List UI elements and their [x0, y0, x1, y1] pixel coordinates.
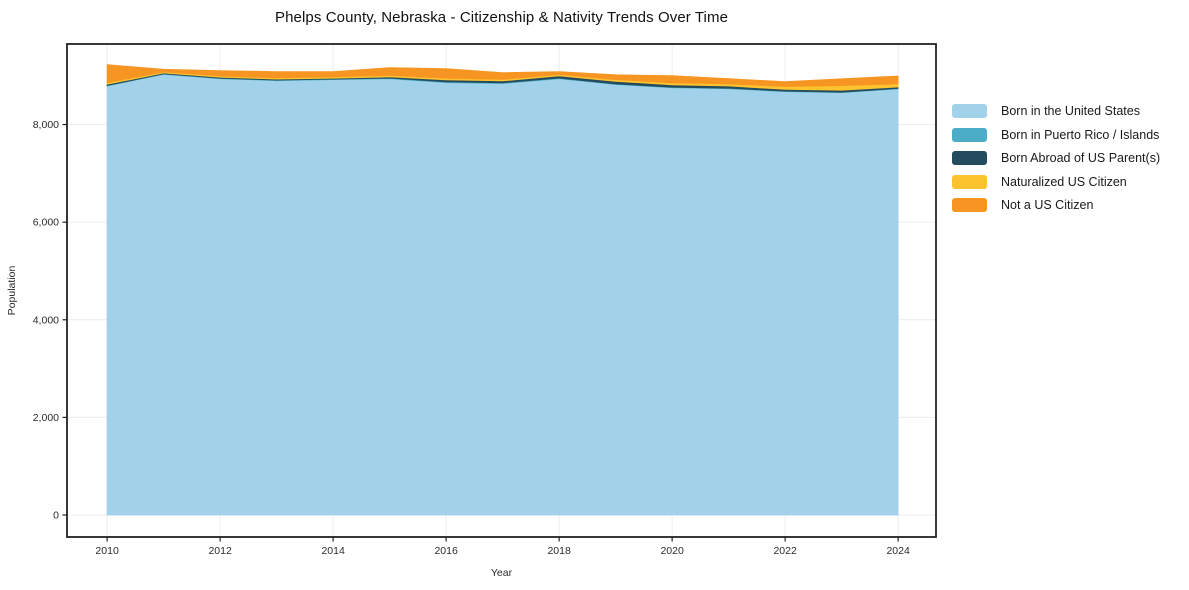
legend-item-4: Not a US Citizen — [952, 198, 1160, 212]
x-tick-label: 2024 — [886, 545, 910, 557]
x-axis-title: Year — [491, 567, 513, 579]
plot-border — [66, 43, 937, 538]
y-tick-label: 8,000 — [33, 119, 59, 131]
x-tick-label: 2022 — [773, 545, 797, 557]
legend-swatch-icon — [952, 104, 987, 118]
x-tick-label: 2018 — [547, 545, 571, 557]
x-tick-label: 2020 — [660, 545, 684, 557]
x-tick-label: 2012 — [208, 545, 232, 557]
y-tick-label: 2,000 — [33, 412, 59, 424]
x-tick-label: 2016 — [434, 545, 458, 557]
y-tick-label: 6,000 — [33, 217, 59, 229]
legend-label: Born in the United States — [1001, 104, 1140, 118]
legend-label: Born Abroad of US Parent(s) — [1001, 151, 1161, 165]
legend-swatch-icon — [952, 174, 987, 189]
legend: Born in the United States Born in Puerto … — [952, 104, 1160, 212]
y-axis-title: Population — [6, 266, 18, 316]
area-series-4 — [106, 64, 899, 87]
legend-item-3: Naturalized US Citizen — [952, 174, 1160, 189]
legend-label: Naturalized US Citizen — [1001, 174, 1127, 189]
legend-item-0: Born in the United States — [952, 104, 1160, 118]
area-series-0 — [106, 73, 899, 516]
legend-item-1: Born in Puerto Rico / Islands — [952, 127, 1160, 142]
legend-item-2: Born Abroad of US Parent(s) — [952, 151, 1160, 165]
legend-swatch-icon — [952, 127, 987, 142]
x-tick-label: 2014 — [321, 545, 345, 557]
y-tick-label: 4,000 — [33, 314, 59, 326]
legend-swatch-icon — [952, 198, 987, 212]
chart-title: Phelps County, Nebraska - Citizenship & … — [274, 9, 729, 26]
legend-swatch-icon — [952, 151, 987, 165]
legend-label: Born in Puerto Rico / Islands — [1001, 127, 1160, 142]
y-tick-label: 0 — [53, 510, 59, 522]
x-tick-label: 2010 — [95, 545, 119, 557]
legend-label: Not a US Citizen — [1001, 198, 1094, 212]
